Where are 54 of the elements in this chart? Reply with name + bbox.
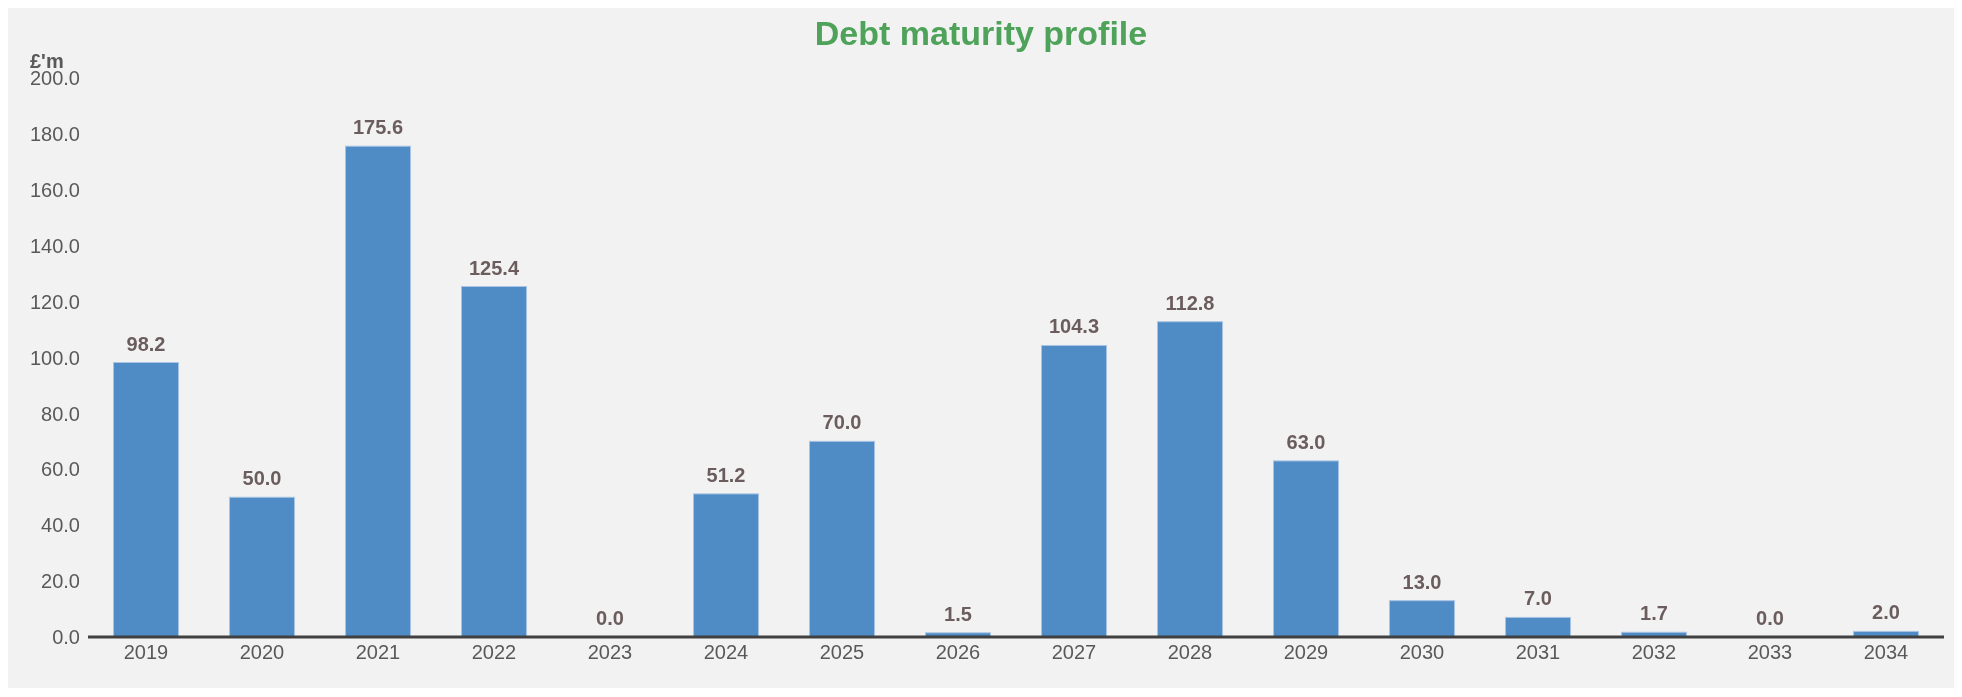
bar (1389, 600, 1456, 637)
bar (809, 440, 876, 637)
bar (461, 286, 528, 637)
data-label: 70.0 (822, 411, 862, 434)
bar (345, 145, 412, 637)
data-label: 1.7 (1640, 602, 1668, 625)
x-tick-label: 2021 (355, 641, 401, 664)
x-tick-label: 2024 (703, 641, 749, 664)
x-tick-label: 2034 (1863, 641, 1909, 664)
data-label: 125.4 (468, 256, 520, 279)
bar (1273, 460, 1340, 637)
x-tick-label: 2019 (123, 641, 169, 664)
bar (1505, 616, 1572, 637)
x-tick-label: 2026 (935, 641, 981, 664)
x-tick-label: 2023 (587, 641, 633, 664)
y-tick-label: 160.0 (29, 178, 80, 201)
x-tick-label: 2033 (1747, 641, 1793, 664)
x-tick-label: 2029 (1283, 641, 1329, 664)
x-tick-label: 2030 (1399, 641, 1445, 664)
data-label: 13.0 (1402, 570, 1442, 593)
data-label: 63.0 (1286, 430, 1326, 453)
y-tick-label: 120.0 (29, 290, 80, 313)
y-tick-label: 140.0 (29, 234, 80, 257)
y-tick-label: 100.0 (29, 346, 80, 369)
data-label: 175.6 (352, 116, 404, 139)
y-tick-label: 40.0 (41, 514, 80, 537)
data-label: 2.0 (1872, 601, 1900, 624)
bar (1157, 321, 1224, 637)
y-tick-label: 20.0 (41, 570, 80, 593)
data-label: 7.0 (1524, 587, 1552, 610)
data-label: 98.2 (126, 332, 166, 355)
x-tick-label: 2027 (1051, 641, 1097, 664)
data-label: 50.0 (242, 467, 282, 490)
bar (113, 362, 180, 637)
y-tick-label: 60.0 (41, 458, 80, 481)
x-tick-label: 2028 (1167, 641, 1213, 664)
data-label: 104.3 (1048, 315, 1100, 338)
x-tick-label: 2031 (1515, 641, 1561, 664)
y-tick-label: 180.0 (29, 123, 80, 145)
x-tick-label: 2025 (819, 641, 865, 664)
data-label: 51.2 (706, 463, 746, 486)
y-tick-label: 80.0 (41, 402, 80, 425)
x-tick-label: 2022 (471, 641, 517, 664)
data-label: 1.5 (944, 602, 972, 625)
x-tick-label: 2032 (1631, 641, 1677, 664)
x-tick-label: 2020 (239, 641, 285, 664)
chart-title: Debt maturity profile (814, 14, 1148, 52)
data-label: 112.8 (1165, 291, 1215, 314)
y-tick-label: 0.0 (52, 626, 80, 649)
bar (693, 493, 760, 637)
bar (229, 496, 296, 637)
bar (1041, 344, 1108, 637)
data-label: 0.0 (596, 607, 624, 629)
data-label: 0.0 (1756, 607, 1784, 629)
